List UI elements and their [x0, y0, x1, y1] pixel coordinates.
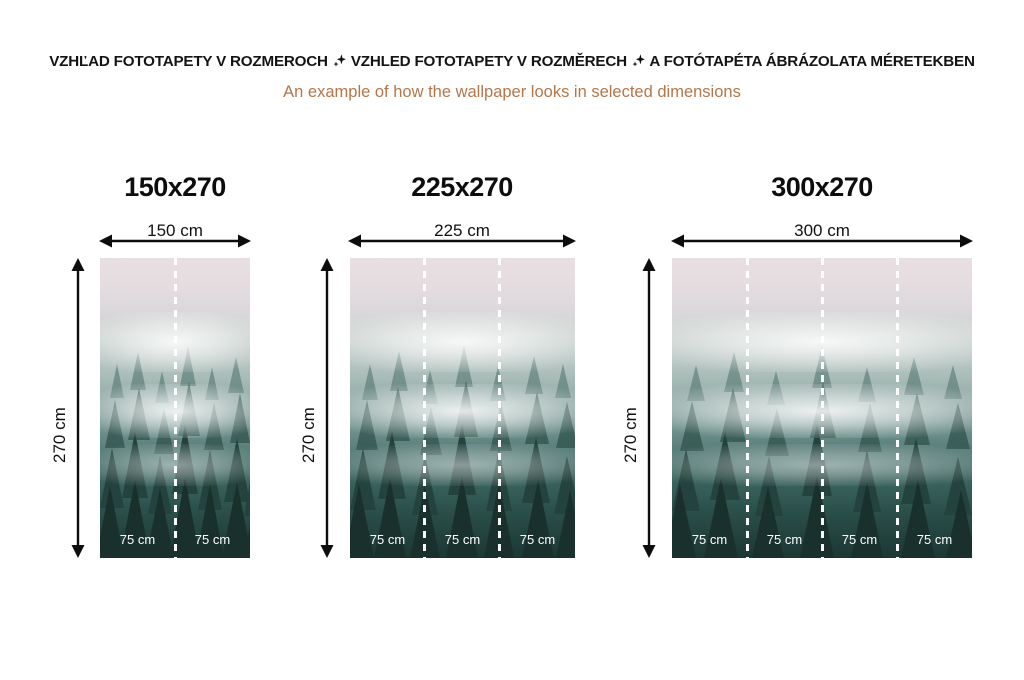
- page-header: VZHĽAD FOTOTAPETY V ROZMEROCH VZHLED FOT…: [0, 0, 1024, 118]
- strip-width-label: 75 cm: [841, 532, 878, 547]
- panel-seam-line: [745, 258, 749, 558]
- strip-width-label: 75 cm: [194, 532, 231, 547]
- title-segment-slovak: VZHĽAD FOTOTAPETY V ROZMEROCH: [49, 53, 328, 70]
- wallpaper-preview: 75 cm 75 cm 75 cm 75 cm: [672, 258, 972, 558]
- strip-width-label: 75 cm: [691, 532, 728, 547]
- panel-width-label: 150 cm: [147, 221, 203, 240]
- panel-seam-line: [820, 258, 824, 558]
- title-segment-czech: VZHLED FOTOTAPETY V ROZMĚRECH: [350, 53, 627, 70]
- panel-seam-line: [895, 258, 899, 558]
- strip-width-label: 75 cm: [444, 532, 481, 547]
- height-arrow-icon: [71, 258, 85, 558]
- panel-height-label: 270 cm: [299, 407, 318, 463]
- strip-width-label: 75 cm: [369, 532, 406, 547]
- width-arrow-icon: [99, 234, 251, 248]
- height-arrow-icon: [320, 258, 334, 558]
- wallpaper-preview: 75 cm 75 cm: [100, 258, 250, 558]
- panel-height-label: 270 cm: [50, 407, 69, 463]
- panel-seam-line: [173, 258, 177, 558]
- title-segment-hungarian: A FOTÓTAPÉTA ÁBRÁZOLATA MÉRETEKBEN: [649, 53, 975, 70]
- wallpaper-preview: 75 cm 75 cm 75 cm: [350, 258, 575, 558]
- page-title: VZHĽAD FOTOTAPETY V ROZMEROCH VZHLED FOT…: [0, 53, 1024, 70]
- panel-title: 225x270: [411, 172, 513, 202]
- panel-width-label: 300 cm: [794, 221, 850, 240]
- panel-seam-line: [423, 258, 427, 558]
- panel-height-label: 270 cm: [621, 407, 640, 463]
- sparkle-icon: [332, 53, 347, 68]
- width-arrow-icon: [348, 234, 576, 248]
- panel-width-label: 225 cm: [434, 221, 490, 240]
- panel-title: 150x270: [124, 172, 226, 202]
- forest-silhouette: [350, 258, 575, 558]
- strip-width-label: 75 cm: [119, 532, 156, 547]
- strip-width-label: 75 cm: [916, 532, 953, 547]
- page-subtitle: An example of how the wallpaper looks in…: [283, 83, 741, 101]
- width-arrow-icon: [671, 234, 973, 248]
- strip-width-label: 75 cm: [766, 532, 803, 547]
- height-arrow-icon: [642, 258, 656, 558]
- panel-title: 300x270: [771, 172, 873, 202]
- panel-seam-line: [498, 258, 502, 558]
- strip-width-label: 75 cm: [519, 532, 556, 547]
- sparkle-icon: [631, 53, 646, 68]
